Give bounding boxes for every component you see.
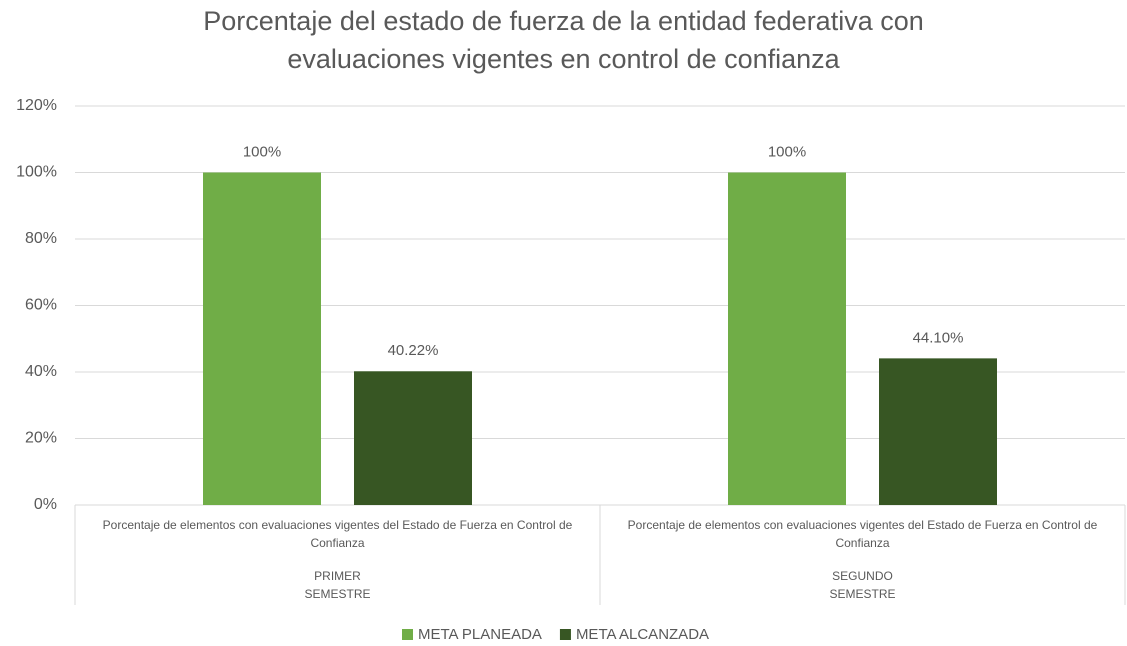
y-tick-label: 100% (16, 164, 57, 181)
group-label: SEGUNDO SEMESTRE (829, 569, 896, 601)
y-tick-label: 80% (25, 230, 57, 247)
bar (203, 172, 321, 505)
y-tick-label: 40% (25, 363, 57, 380)
group-label: PRIMER SEMESTRE (304, 569, 371, 601)
bar (728, 172, 846, 505)
y-tick-label: 20% (25, 430, 57, 447)
x-tick-label: Porcentaje de elementos con evaluaciones… (627, 518, 1098, 550)
legend-swatch (559, 629, 571, 640)
data-label: 100% (243, 143, 281, 160)
legend-label: META ALCANZADA (576, 626, 709, 643)
y-tick-label: 0% (34, 496, 57, 513)
y-tick-label: 60% (25, 297, 57, 314)
bar (879, 358, 997, 505)
title-box: Porcentaje del estado de fuerza de la en… (0, 2, 1127, 78)
data-label: 44.10% (913, 329, 964, 346)
y-tick-label: 120% (16, 97, 57, 114)
data-label: 40.22% (388, 342, 439, 359)
legend-label: META PLANEADA (418, 626, 542, 643)
chart-title: Porcentaje del estado de fuerza de la en… (203, 6, 924, 74)
data-label: 100% (768, 143, 806, 160)
legend-swatch (402, 629, 413, 640)
x-tick-label: Porcentaje de elementos con evaluaciones… (102, 518, 573, 550)
bar (354, 371, 472, 505)
